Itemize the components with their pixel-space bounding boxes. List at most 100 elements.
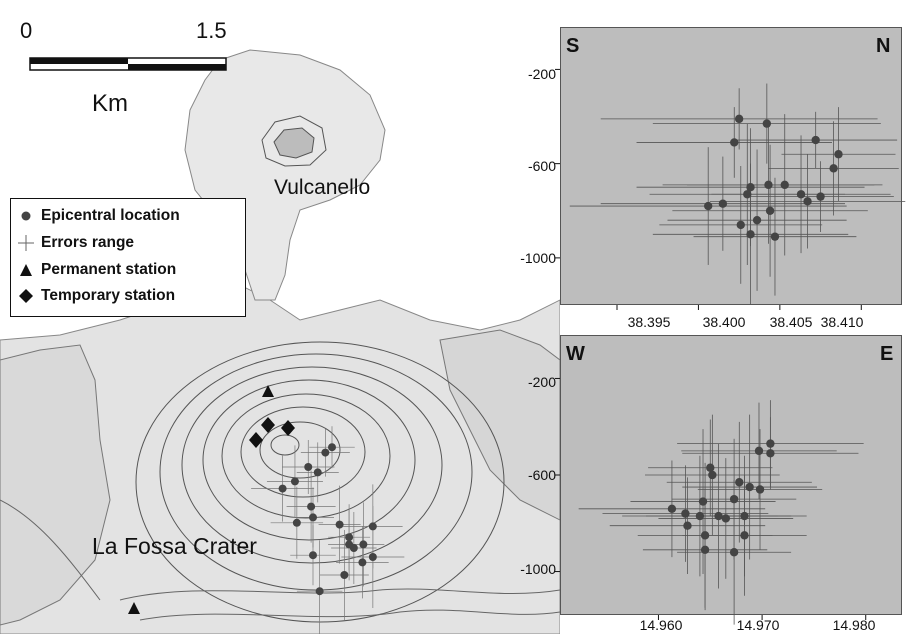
vulcanello-label: Vulcanello — [274, 176, 371, 199]
legend-label: Errors range — [41, 234, 135, 251]
epicenter-point — [765, 206, 775, 215]
contour-line — [240, 406, 366, 498]
epicenter-point — [796, 190, 806, 199]
map-epicenter-point — [292, 518, 301, 527]
contour-line — [139, 609, 561, 621]
relief-ridge-east — [439, 329, 561, 521]
epicenter-point — [740, 531, 749, 540]
temporary-station-marker — [249, 432, 263, 448]
epicenter-point — [834, 150, 843, 159]
legend-item-permanent: Permanent station — [17, 259, 176, 281]
corner-label-west: W — [566, 343, 585, 365]
epicenter-point — [714, 511, 723, 521]
vulcanello-contour — [261, 115, 327, 167]
map-epicenter-point — [290, 477, 299, 486]
epicenter-point — [755, 485, 765, 494]
epicenter-point — [740, 511, 749, 521]
epicenter-point — [766, 439, 775, 448]
epicenter-point — [718, 199, 728, 208]
legend: Epicentral location Errors range Permane… — [10, 198, 246, 317]
map-epicenter-point — [321, 448, 330, 457]
cross-icon — [18, 235, 34, 251]
filled-circle-icon — [21, 211, 31, 221]
x-tick-label: 38.410 — [820, 314, 864, 330]
contour-line — [0, 499, 101, 601]
legend-label: Permanent station — [41, 261, 177, 278]
permanent-station-marker — [262, 385, 274, 397]
temporary-station-marker — [261, 417, 275, 433]
epicenter-point — [730, 138, 739, 147]
map-epicenter-point — [345, 533, 354, 542]
epicenter-point — [762, 119, 772, 128]
epicenter-point — [736, 220, 745, 230]
epicenter-point — [780, 180, 789, 190]
epicenter-point — [811, 135, 820, 145]
map-epicenter-point — [368, 522, 377, 531]
epicenter-point — [681, 509, 690, 518]
crater-rim — [270, 434, 300, 456]
map-epicenter-point — [359, 540, 368, 549]
epicenter-point — [698, 497, 708, 506]
map-epicenter-point — [304, 463, 313, 471]
map-epicenter-point — [309, 551, 317, 560]
corner-label-east: E — [880, 343, 894, 365]
epicenter-point — [683, 521, 692, 530]
epicenter-point — [829, 164, 838, 173]
epicenter-point — [729, 494, 739, 504]
epicenter-point — [734, 114, 744, 124]
vulcanello-contour — [273, 127, 315, 159]
epicenter-point — [695, 511, 705, 521]
legend-label: Epicentral location — [41, 207, 180, 224]
map-epicenter-point — [358, 558, 367, 567]
epicenter-point — [745, 482, 754, 492]
legend-item-temporary: Temporary station — [17, 285, 175, 307]
scale-min-label: 0 — [20, 18, 33, 43]
epicenter-point — [704, 201, 713, 211]
permanent-station-marker — [128, 602, 140, 614]
scale-bar-segment — [128, 64, 226, 70]
scale-max-label: 1.5 — [196, 18, 227, 43]
epicenter-point — [764, 180, 773, 190]
profile-sn-plot-area — [560, 27, 902, 305]
x-tick-label: 38.400 — [702, 314, 746, 330]
la-fossa-label: La Fossa Crater — [92, 533, 257, 559]
map-epicenter-point — [335, 520, 344, 529]
filled-diamond-icon — [19, 289, 33, 303]
epicenter-point — [746, 183, 755, 192]
epicenter-point — [708, 470, 717, 480]
epicenter-point — [766, 449, 775, 458]
map-panel: 0 1.5 Km Vulcanello La Fossa Crater Epic… — [0, 18, 561, 639]
legend-item-errors: Errors range — [17, 232, 134, 254]
scale-bar-segment — [30, 58, 128, 64]
epicenter-point — [735, 478, 744, 487]
profile-we-plot-area — [560, 335, 902, 615]
x-tick-label: 38.395 — [627, 314, 671, 330]
epicenter-point — [803, 197, 812, 206]
contour-line — [181, 366, 443, 564]
contour-line — [259, 421, 341, 479]
scale-unit-label: Km — [92, 90, 128, 117]
map-graphic — [0, 49, 561, 639]
epicenter-point — [729, 548, 739, 557]
epicenter-point — [743, 190, 752, 199]
epicenter-point — [706, 463, 715, 472]
corner-label-south: S — [566, 35, 580, 57]
legend-label: Temporary station — [41, 287, 176, 304]
map-epicenter-point — [313, 468, 322, 477]
temporary-station-marker — [281, 420, 295, 436]
filled-triangle-icon — [20, 264, 32, 276]
x-tick-label: 14.970 — [736, 617, 780, 633]
map-epicenter-point — [328, 443, 336, 452]
map-epicenter-point — [315, 587, 324, 596]
epicenter-point — [754, 446, 764, 456]
epicenter-point — [700, 545, 710, 555]
legend-item-epicentral: Epicentral location — [17, 205, 180, 227]
contour-line — [202, 379, 416, 541]
epicenter-point — [816, 192, 825, 201]
contour-line — [221, 393, 391, 519]
scale-bar-graphic — [29, 57, 227, 71]
epicenter-point — [667, 504, 677, 513]
map-epicenter-point — [307, 502, 316, 511]
map-epicenter-point — [368, 553, 377, 561]
